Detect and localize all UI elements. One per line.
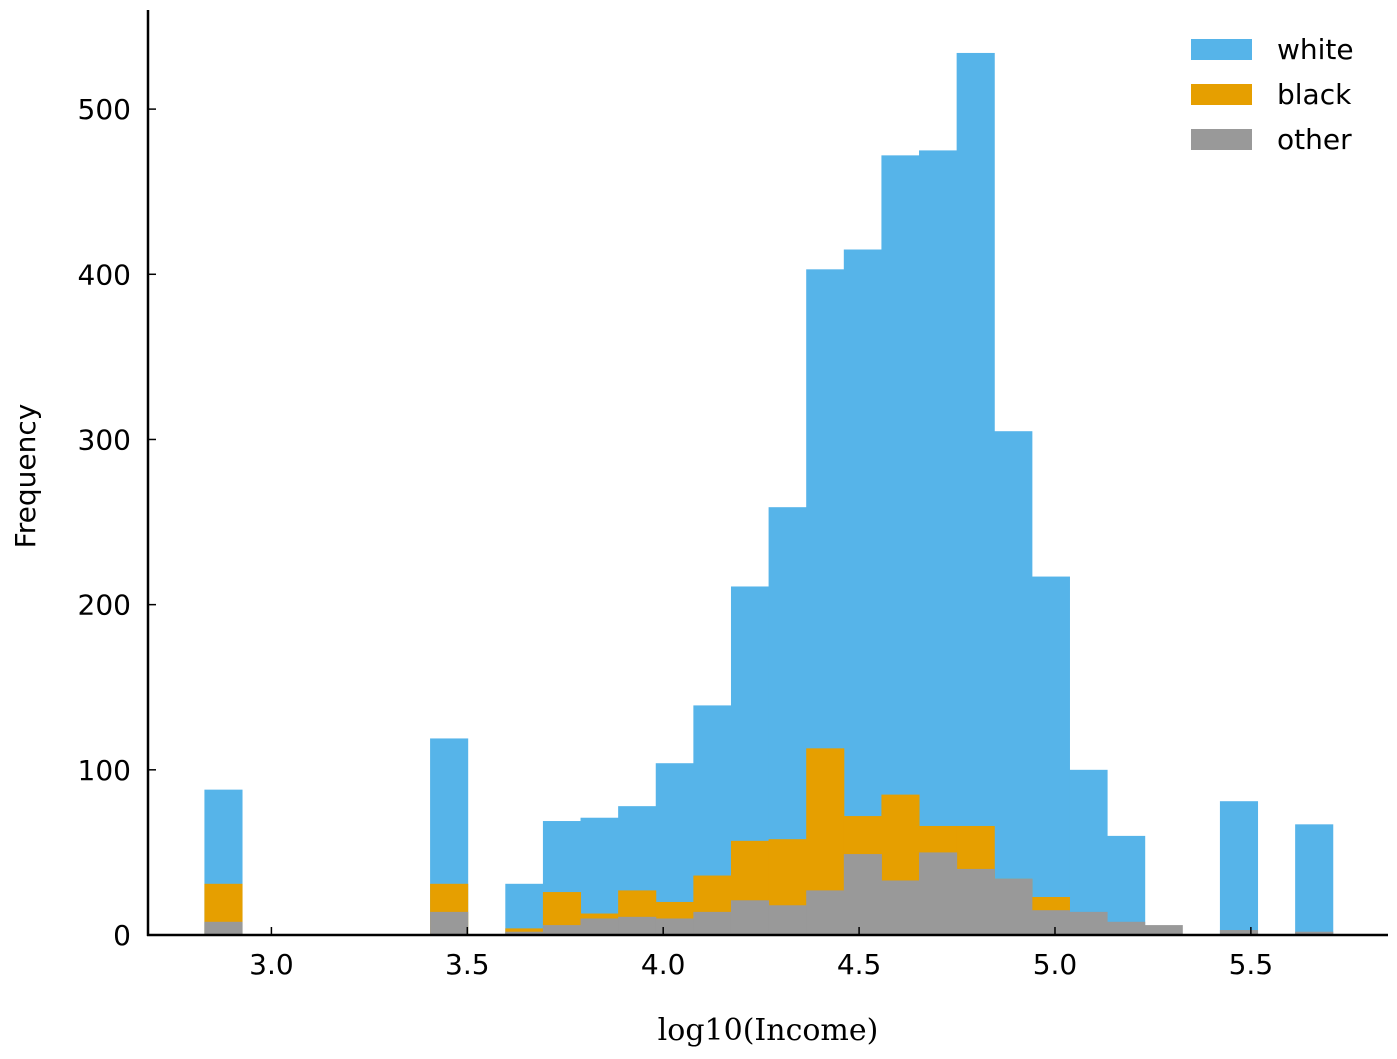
y-tick-label: 500 <box>78 93 131 126</box>
x-tick-label: 4.0 <box>641 948 686 981</box>
bar-other-29 <box>1295 931 1334 935</box>
legend-swatch-black <box>1191 84 1252 105</box>
bar-other-17 <box>843 854 882 935</box>
bar-other-14 <box>730 900 770 935</box>
legend-label-other: other <box>1277 123 1352 156</box>
bar-white-19 <box>919 150 958 935</box>
y-tick-label: 100 <box>78 754 131 787</box>
bar-white-22 <box>1031 576 1070 935</box>
bar-white-21 <box>994 431 1033 935</box>
bar-other-19 <box>919 852 958 935</box>
y-tick-label: 200 <box>78 589 131 622</box>
x-tick-label: 4.5 <box>837 948 882 981</box>
y-tick-label: 0 <box>113 919 131 952</box>
bar-other-23 <box>1069 911 1108 935</box>
bar-other-15 <box>768 905 807 935</box>
bar-other-21 <box>994 878 1033 935</box>
legend-swatch-other <box>1191 129 1252 150</box>
bar-other-25 <box>1144 925 1183 935</box>
y-axis-ticks: 0 100 200 300 400 500 <box>78 93 156 952</box>
bar-white-29 <box>1295 824 1334 935</box>
legend-swatch-white <box>1191 39 1252 60</box>
series-white <box>204 52 1334 936</box>
x-tick-label: 3.0 <box>249 948 294 981</box>
bar-other-10 <box>580 918 619 935</box>
x-tick-label: 5.5 <box>1229 948 1274 981</box>
bar-other-22 <box>1031 910 1070 935</box>
bar-other-20 <box>956 868 995 935</box>
bar-other-24 <box>1107 921 1146 935</box>
bar-other-27 <box>1219 930 1259 935</box>
x-tick-label: 5.0 <box>1033 948 1078 981</box>
legend: white black other <box>1191 33 1354 156</box>
bar-white-24 <box>1107 835 1146 935</box>
bar-other-9 <box>542 925 582 935</box>
legend-label-white: white <box>1277 33 1354 66</box>
bar-other-8 <box>505 931 544 935</box>
bar-white-20 <box>956 52 995 936</box>
y-tick-label: 300 <box>78 423 131 456</box>
y-tick-label: 400 <box>78 258 131 291</box>
bar-white-8 <box>505 883 544 935</box>
y-axis-label: Frequency <box>9 404 42 549</box>
axes <box>146 10 1388 937</box>
bar-other-0 <box>204 921 243 935</box>
bar-other-12 <box>655 918 694 935</box>
x-axis-label: log10(Income) <box>658 1013 879 1048</box>
bar-other-18 <box>881 880 920 935</box>
x-tick-label: 3.5 <box>445 948 490 981</box>
series-other <box>204 852 1334 935</box>
bar-other-6 <box>430 911 469 935</box>
bar-other-16 <box>806 890 845 935</box>
bar-white-23 <box>1069 769 1108 935</box>
x-axis-ticks: 3.0 3.5 4.0 4.5 5.0 5.5 <box>249 927 1273 981</box>
bar-other-11 <box>618 916 657 935</box>
bar-other-13 <box>693 911 732 935</box>
bar-white-27 <box>1219 801 1259 935</box>
legend-label-black: black <box>1277 78 1352 111</box>
histogram-bars <box>204 52 1334 936</box>
